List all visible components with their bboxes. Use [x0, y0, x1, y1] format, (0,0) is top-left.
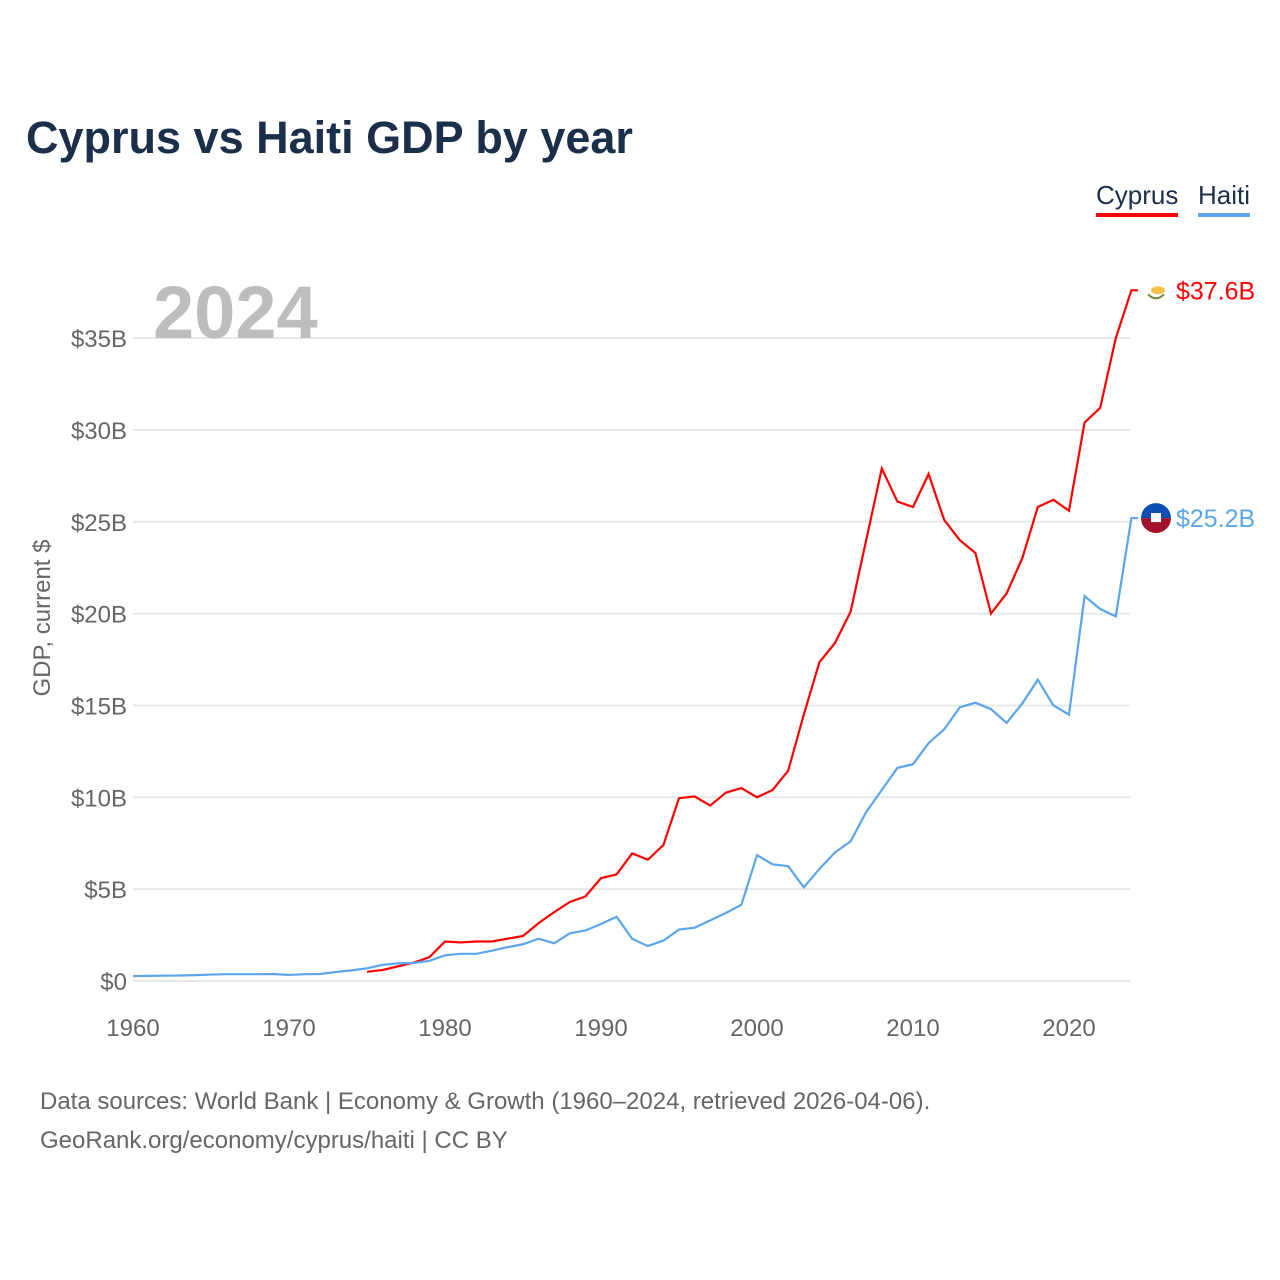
y-axis-label: GDP, current $: [29, 540, 56, 697]
end-value-label-haiti: $25.2B: [1176, 505, 1255, 533]
year-label: 2024: [153, 271, 318, 354]
y-tick-label: $5B: [84, 877, 127, 904]
series-line-cyprus: [366, 289, 1138, 973]
x-tick-label: 1990: [574, 1015, 627, 1042]
x-tick-label: 1970: [262, 1015, 315, 1042]
source-line-1: Data sources: World Bank | Economy & Gro…: [40, 1088, 931, 1115]
y-tick-label: $35B: [71, 326, 127, 353]
legend-cyprus[interactable]: Cyprus: [1096, 180, 1179, 217]
y-tick-label: $10B: [71, 785, 127, 812]
x-tick-label: 2020: [1042, 1015, 1095, 1042]
end-value-label-cyprus: $37.6B: [1176, 277, 1255, 305]
haiti-flag-icon: [1141, 503, 1171, 519]
x-tick-label: 2010: [886, 1015, 939, 1042]
y-tick-label: $25B: [71, 510, 127, 537]
source-note: Data sources: World Bank | Economy & Gro…: [40, 1082, 930, 1160]
x-tick-label: 2000: [730, 1015, 783, 1042]
cyprus-flag-map: [1151, 286, 1165, 295]
haiti-flag-emblem: [1151, 513, 1161, 523]
x-tick-label: 1980: [418, 1015, 471, 1042]
cyprus-flag-branches: [1147, 293, 1165, 300]
legend-haiti[interactable]: Haiti: [1198, 180, 1251, 217]
chart-title: Cyprus vs Haiti GDP by year: [26, 112, 633, 163]
x-tick-label: 1960: [106, 1015, 159, 1042]
y-tick-label: $30B: [71, 418, 127, 445]
haiti-flag-red: [1141, 518, 1171, 534]
y-tick-label: $0: [100, 969, 127, 996]
y-tick-label: $20B: [71, 602, 127, 629]
source-line-2[interactable]: GeoRank.org/economy/cyprus/haiti | CC BY: [40, 1127, 508, 1154]
y-tick-label: $15B: [71, 693, 127, 720]
series-line-haiti: [132, 516, 1138, 978]
